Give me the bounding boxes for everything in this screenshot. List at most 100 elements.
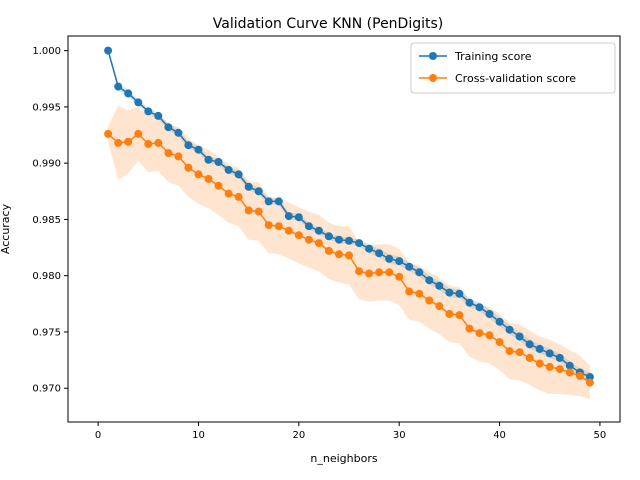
series-0-point bbox=[585, 373, 594, 381]
series-0-point bbox=[154, 111, 163, 120]
y-tick-label: 0.995 bbox=[32, 102, 61, 113]
series-1-point bbox=[455, 311, 464, 320]
series-0-point bbox=[565, 361, 574, 370]
legend-label: Cross-validation score bbox=[455, 72, 576, 85]
series-0-point bbox=[365, 244, 374, 253]
series-1-point bbox=[535, 359, 544, 368]
series-1-point bbox=[114, 138, 123, 147]
series-0-point bbox=[314, 226, 323, 235]
series-0-point bbox=[114, 82, 123, 91]
series-1-point bbox=[234, 192, 243, 201]
series-1-point bbox=[194, 170, 203, 179]
plot-frame bbox=[67, 35, 621, 423]
series-1-point bbox=[345, 251, 353, 260]
series-1-point bbox=[214, 181, 223, 190]
legend-box bbox=[410, 42, 616, 94]
series-0-point bbox=[284, 212, 293, 221]
series-1-point bbox=[565, 368, 574, 377]
series-1-point bbox=[485, 331, 494, 340]
x-tick-label: 10 bbox=[192, 430, 205, 441]
series-1-point bbox=[365, 269, 374, 278]
x-tick-label: 20 bbox=[292, 430, 305, 441]
series-0-point bbox=[415, 268, 424, 277]
series-0-point bbox=[505, 325, 514, 334]
series-1-point bbox=[314, 239, 323, 248]
series-0-point bbox=[495, 317, 504, 326]
series-1-point bbox=[375, 268, 384, 277]
series-1-point bbox=[134, 129, 143, 138]
series-0-point bbox=[204, 155, 213, 164]
series-1-point bbox=[555, 365, 564, 374]
series-0-point bbox=[194, 145, 203, 154]
series-1-point bbox=[264, 221, 273, 230]
series-1-point bbox=[254, 207, 263, 216]
y-tick-label: 0.990 bbox=[32, 159, 61, 170]
series-0-point bbox=[244, 182, 253, 191]
plot-area bbox=[104, 46, 594, 400]
series-1-point bbox=[294, 231, 303, 240]
series-1-point bbox=[435, 302, 444, 311]
x-tick-label: 0 bbox=[95, 430, 101, 441]
series-0-point bbox=[214, 158, 223, 166]
series-1-point bbox=[144, 140, 153, 148]
series-0-point bbox=[515, 332, 524, 341]
series-0-point bbox=[395, 257, 404, 266]
series-0-point bbox=[104, 46, 113, 55]
series-0-point bbox=[264, 197, 273, 206]
series-0-point bbox=[304, 222, 313, 231]
series-1-point bbox=[425, 296, 434, 305]
series-0-point bbox=[345, 236, 353, 245]
axes: 0 10 20 30 40 50 0.970 0.975 0.980 0.985 0.990 0.99… bbox=[32, 46, 606, 441]
series-1-point bbox=[465, 324, 474, 333]
series-0-point bbox=[254, 187, 263, 196]
series-1-point bbox=[415, 289, 424, 298]
series-1-point bbox=[525, 353, 534, 362]
series-0-point bbox=[465, 298, 474, 307]
series-1-point bbox=[104, 129, 113, 138]
series-0-point bbox=[525, 340, 534, 349]
series-0-point bbox=[545, 349, 554, 358]
series-0-point bbox=[435, 281, 444, 290]
series-1-point bbox=[244, 206, 253, 215]
series-0-point bbox=[485, 310, 494, 318]
series-1-point bbox=[515, 348, 524, 357]
series-1-point bbox=[505, 347, 514, 356]
y-tick-label: 0.985 bbox=[32, 215, 61, 226]
series-0-point bbox=[385, 254, 394, 263]
series-1-point bbox=[355, 267, 364, 276]
series-1-point bbox=[174, 152, 183, 161]
series-0-point bbox=[335, 235, 343, 244]
series-0-point bbox=[124, 89, 133, 98]
series-0-point bbox=[475, 303, 484, 312]
series-0-point bbox=[224, 165, 233, 174]
series-1-point bbox=[204, 174, 213, 183]
series-0-point bbox=[274, 197, 283, 206]
series-1-point bbox=[405, 287, 414, 296]
series-1-point bbox=[154, 138, 163, 147]
series-0-point bbox=[355, 239, 364, 248]
series-1-point bbox=[164, 149, 173, 157]
series-0-point bbox=[455, 289, 464, 298]
legend-marker bbox=[429, 74, 437, 82]
series-1-point bbox=[445, 310, 454, 318]
series-1-point bbox=[385, 268, 394, 277]
series-1-point bbox=[495, 338, 504, 347]
y-tick-label: 1.000 bbox=[32, 46, 61, 57]
series-1-point bbox=[184, 163, 193, 172]
y-tick-label: 0.970 bbox=[32, 384, 61, 395]
x-axis-label: n_neighbors bbox=[310, 452, 377, 465]
series-1-point bbox=[124, 137, 133, 146]
series-1-point bbox=[335, 250, 343, 259]
series-1-point bbox=[575, 371, 584, 380]
legend-marker bbox=[429, 52, 437, 60]
series-0-point bbox=[555, 353, 564, 362]
series-0-point bbox=[174, 128, 183, 137]
series-1-point bbox=[585, 378, 594, 387]
series-0-point bbox=[234, 170, 243, 179]
x-tick-label: 30 bbox=[393, 430, 406, 441]
series-1-point bbox=[224, 189, 233, 198]
series-0-point bbox=[134, 98, 143, 107]
series-0-point bbox=[405, 262, 414, 271]
series-0-point bbox=[375, 249, 384, 258]
